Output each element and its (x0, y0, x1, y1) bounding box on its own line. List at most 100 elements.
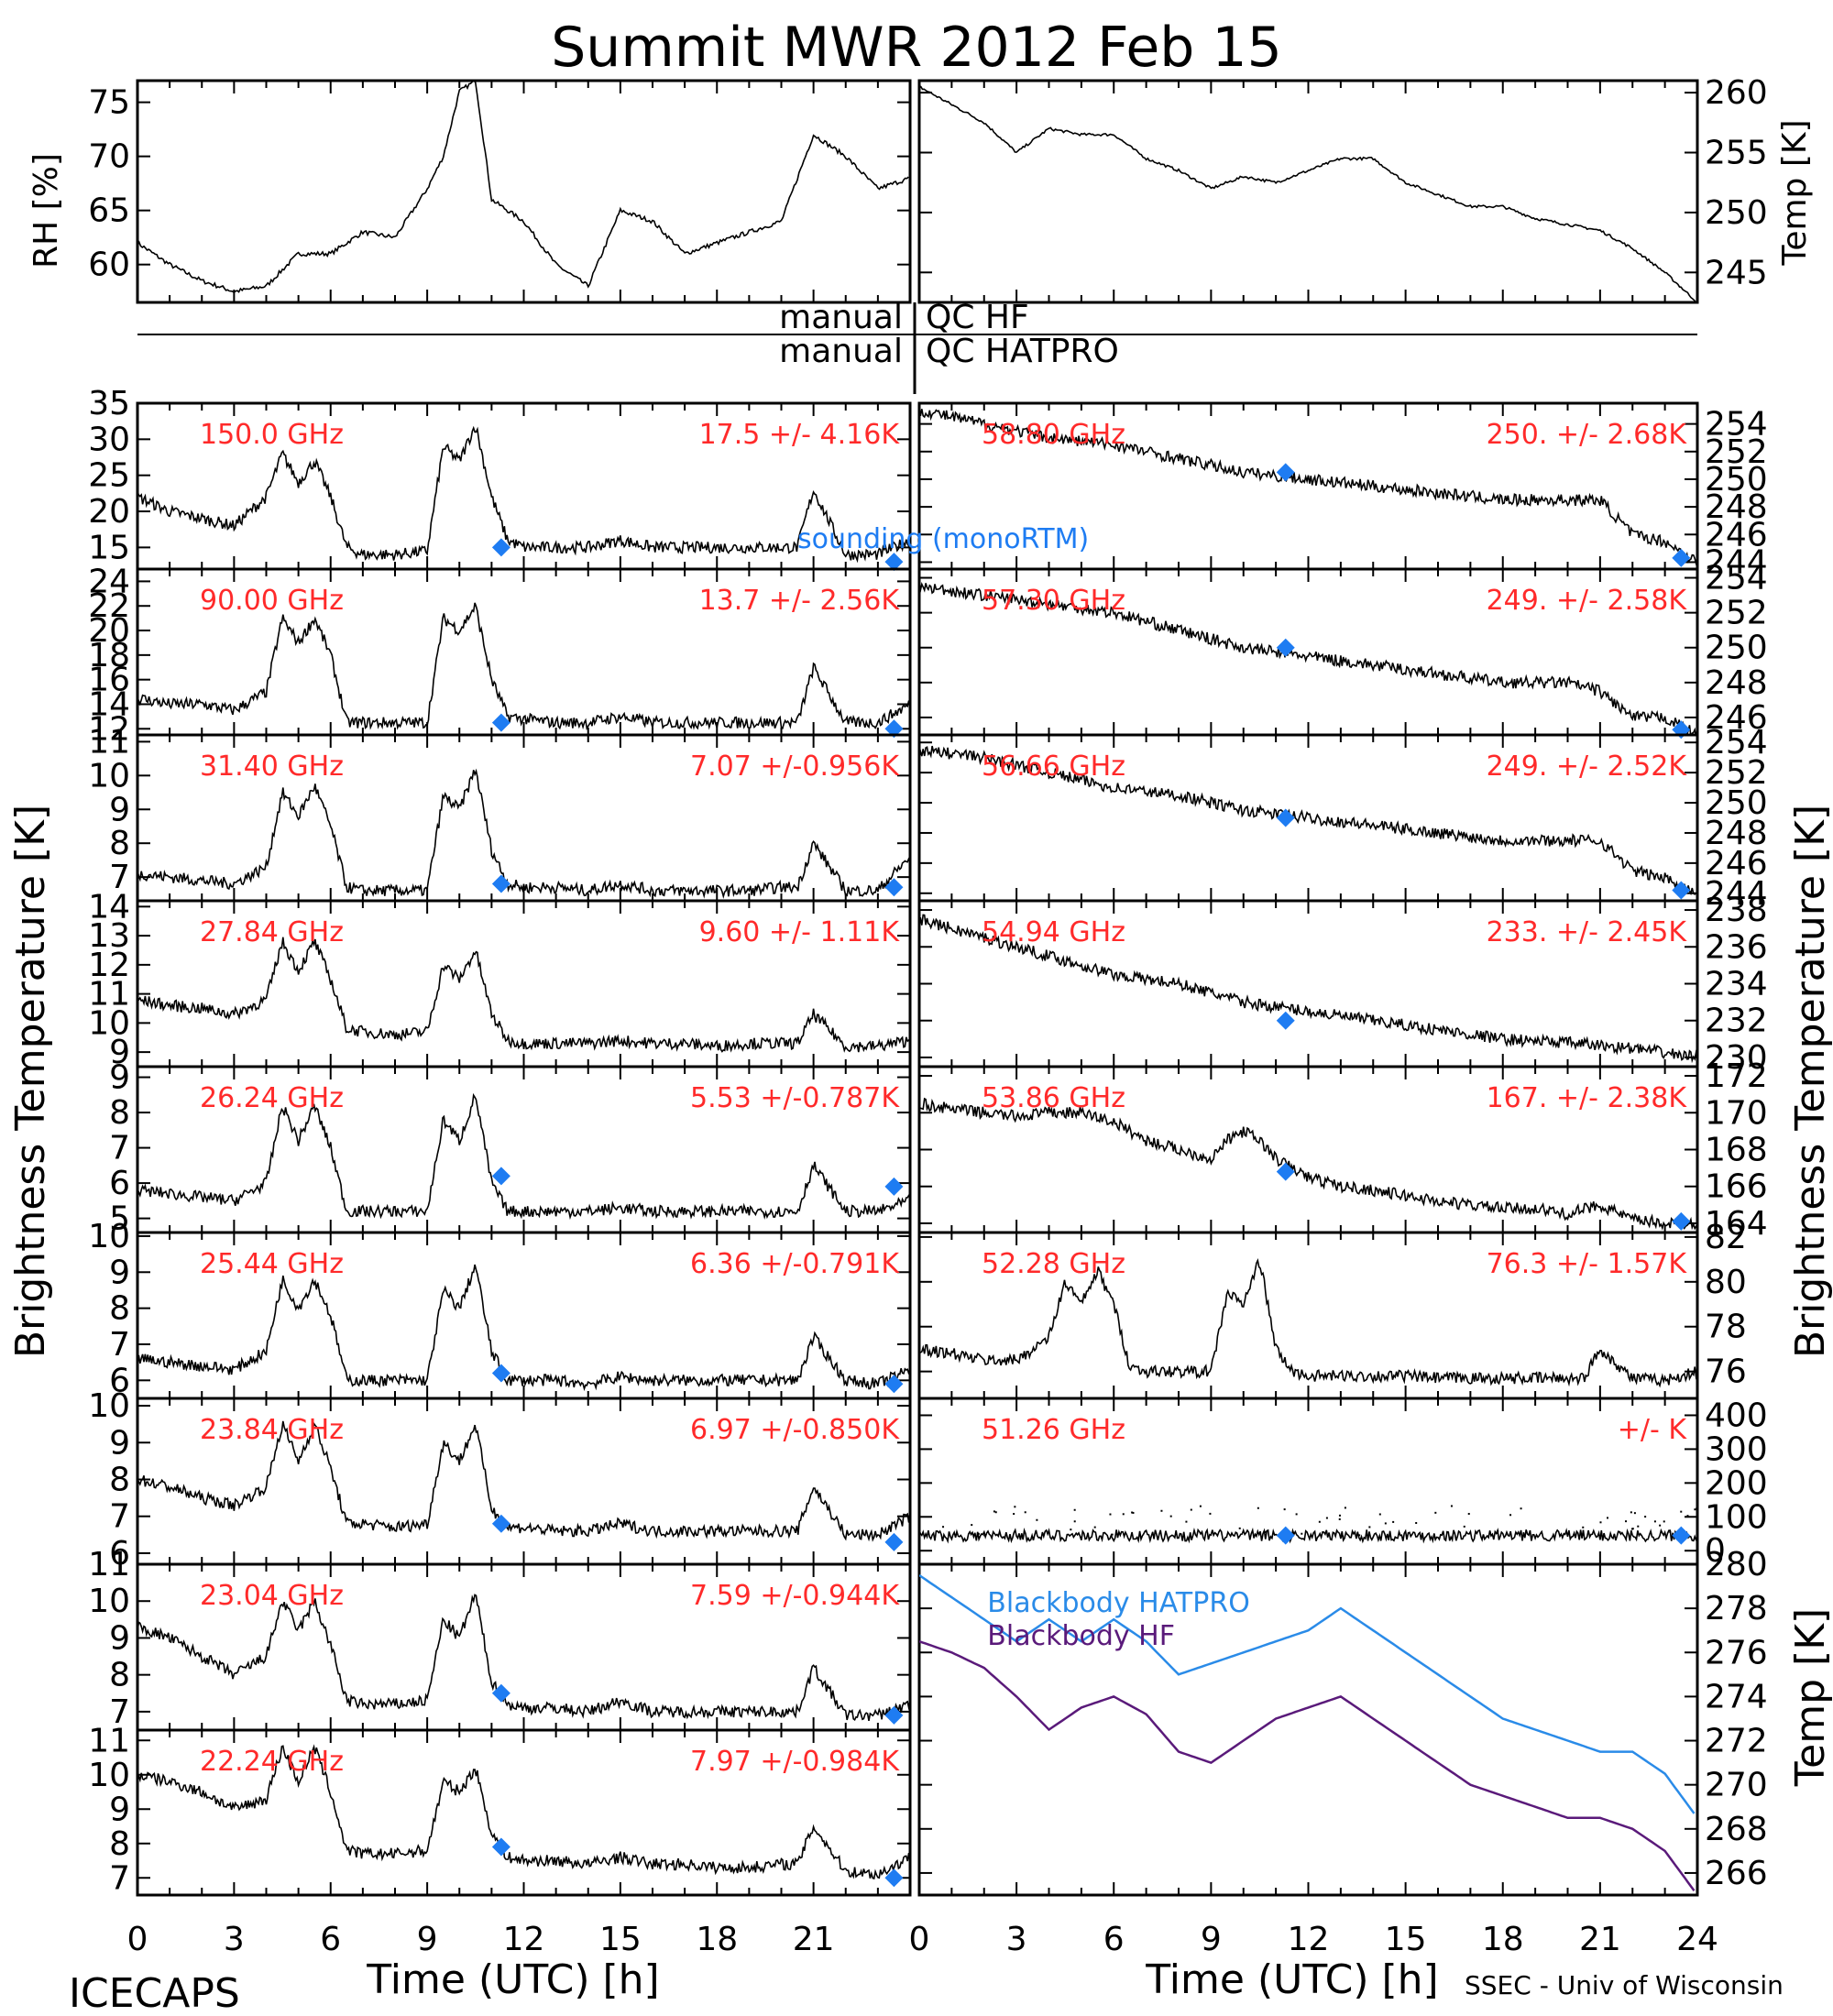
scatter-point (1283, 1508, 1286, 1511)
y-tick-label: 12 (88, 710, 130, 748)
y-tick-label: 254 (1705, 724, 1768, 761)
sounding-marker (491, 1364, 510, 1383)
data-line (919, 1097, 1697, 1231)
y-tick-label: 244 (1705, 543, 1768, 581)
series-group (919, 914, 1697, 1064)
series-group (137, 1264, 910, 1392)
x-tick-label: 6 (1103, 1921, 1125, 1958)
y-tick-label: 8 (109, 1290, 130, 1328)
x-tick-label: 9 (1201, 1921, 1222, 1958)
y-tick-label: 170 (1705, 1094, 1768, 1132)
data-line (137, 602, 910, 731)
y-tick-label: 278 (1705, 1590, 1768, 1627)
y-tick-label: 268 (1705, 1811, 1768, 1848)
scatter-point (1619, 1531, 1621, 1534)
scatter-point (1325, 1517, 1328, 1519)
channel-statistic: 17.5 +/- 4.16K (699, 419, 901, 451)
qc-strip: manual QC HF manual QC HATPRO (137, 299, 1697, 394)
y-tick-label: 11 (88, 723, 130, 761)
y-tick-label: 276 (1705, 1634, 1768, 1671)
y-tick-label: 35 (88, 385, 130, 422)
scatter-point (1509, 1514, 1512, 1517)
y-tick-label: 250 (1705, 630, 1768, 667)
y-tick-label: 254 (1705, 560, 1768, 597)
y-tick-label: 244 (1705, 875, 1768, 913)
channel-frequency: 57.30 GHz (982, 585, 1125, 617)
sounding-marker (1276, 1162, 1295, 1181)
y-tick-label: 250 (1705, 461, 1768, 499)
y-tick-label: 266 (1705, 1855, 1768, 1892)
series-line-hf (919, 1640, 1696, 1891)
y-tick-label: 232 (1705, 1003, 1768, 1040)
y-tick-label: 82 (1705, 1219, 1747, 1256)
channel-statistic: 9.60 +/- 1.11K (699, 916, 901, 948)
y-tick-label: 9 (109, 1619, 130, 1657)
x-tick-label: 3 (224, 1921, 245, 1958)
scatter-point (994, 1511, 997, 1514)
sounding-marker (884, 1177, 904, 1196)
scatter-point (1625, 1520, 1628, 1523)
sounding-marker (1276, 1011, 1295, 1030)
panel-frame (917, 79, 1699, 304)
y-tick-label: 164 (1705, 1205, 1768, 1243)
sounding-marker (1672, 1211, 1691, 1231)
scatter-point (1109, 1513, 1112, 1516)
series-group (919, 581, 1697, 735)
y-tick-label: 24 (88, 563, 130, 600)
data-line (137, 1264, 910, 1392)
sounding-marker (1276, 638, 1295, 657)
scatter-point (1257, 1507, 1259, 1509)
scatter-point (1073, 1520, 1076, 1523)
y-tick-label: 11 (88, 976, 130, 1013)
footer-left: ICECAPS (69, 1970, 240, 2016)
channel-statistic: 5.53 +/-0.787K (690, 1082, 900, 1114)
data-line (137, 768, 910, 900)
y-tick-label: 20 (88, 612, 130, 650)
scatter-point (1630, 1511, 1632, 1514)
scatter-point (1014, 1506, 1016, 1508)
scatter-point (1190, 1508, 1192, 1511)
y-tick-label: 60 (88, 247, 130, 284)
y-tick-label: 234 (1705, 966, 1768, 1003)
sounding-marker (491, 1683, 510, 1703)
x-axis-label-right: Time (UTC) [h] (1145, 1956, 1438, 2003)
qc-hatpro-right: QC HATPRO (926, 333, 1119, 370)
scatter-point (1368, 1526, 1371, 1528)
y-tick-label: 70 (88, 138, 130, 176)
y-tick-label: 20 (88, 493, 130, 531)
scatter-point (1111, 1533, 1114, 1536)
y-tick-label: 166 (1705, 1168, 1768, 1206)
y-tick-label: 10 (88, 757, 130, 794)
y-tick-label: 10 (88, 1583, 130, 1620)
y-tick-label: 6 (109, 1165, 130, 1202)
scatter-point (1653, 1520, 1656, 1523)
y-tick-label: 8 (109, 825, 130, 862)
x-tick-label: 12 (1288, 1921, 1330, 1958)
channel-frequency: 51.26 GHz (982, 1414, 1125, 1446)
sounding-marker (491, 1167, 510, 1186)
y-tick-label: 280 (1705, 1546, 1768, 1583)
y-tick-label: 255 (1705, 134, 1768, 171)
data-line (919, 1257, 1697, 1388)
y-tick-label: 7 (109, 1859, 130, 1897)
y-tick-label: 13 (88, 917, 130, 955)
y-tick-label: 172 (1705, 1057, 1768, 1095)
y-tick-label: 14 (88, 888, 130, 926)
channel-frequency: 56.66 GHz (982, 751, 1125, 783)
scatter-point (1669, 1530, 1672, 1533)
sounding-marker (884, 878, 904, 897)
sounding-marker (1672, 548, 1691, 567)
sounding-marker (884, 1375, 904, 1394)
scatter-point (1265, 1530, 1268, 1533)
y-tick-label: 9 (109, 1791, 130, 1828)
x-tick-label: 9 (417, 1921, 438, 1958)
y-tick-label: 252 (1705, 433, 1768, 471)
series-group (137, 81, 909, 293)
y-tick-label: 22 (88, 587, 130, 625)
data-line (919, 408, 1697, 566)
